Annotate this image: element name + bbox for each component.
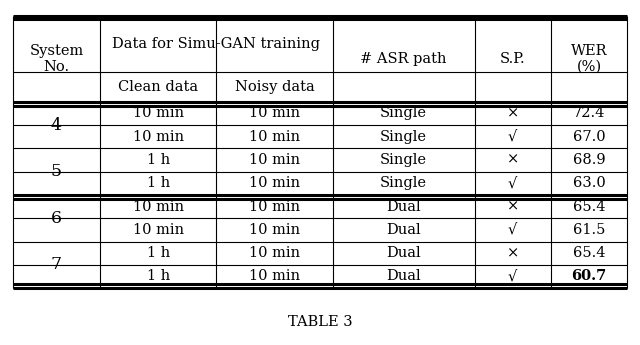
Text: 65.4: 65.4	[573, 246, 605, 260]
Text: 65.4: 65.4	[573, 199, 605, 214]
Text: Single: Single	[380, 176, 427, 190]
Text: 68.9: 68.9	[573, 153, 605, 167]
Text: 10 min: 10 min	[132, 199, 184, 214]
Text: Dual: Dual	[387, 269, 421, 284]
Text: 10 min: 10 min	[249, 199, 300, 214]
Text: TABLE 3: TABLE 3	[288, 315, 352, 329]
Text: 67.0: 67.0	[573, 130, 605, 144]
Text: √: √	[508, 130, 517, 144]
Text: 10 min: 10 min	[132, 106, 184, 120]
Text: # ASR path: # ASR path	[360, 52, 447, 66]
Text: ×: ×	[506, 153, 519, 167]
Text: Data for Simu-GAN training: Data for Simu-GAN training	[113, 37, 321, 51]
Text: System
No.: System No.	[29, 43, 84, 74]
Text: √: √	[508, 223, 517, 237]
Text: 6: 6	[51, 210, 62, 227]
Text: 5: 5	[51, 163, 62, 180]
Text: 10 min: 10 min	[249, 153, 300, 167]
Text: ×: ×	[506, 199, 519, 214]
Text: Dual: Dual	[387, 246, 421, 260]
Text: Dual: Dual	[387, 199, 421, 214]
Text: Dual: Dual	[387, 223, 421, 237]
Text: 10 min: 10 min	[249, 246, 300, 260]
Text: 10 min: 10 min	[249, 130, 300, 144]
Text: S.P.: S.P.	[500, 52, 525, 66]
Text: √: √	[508, 176, 517, 190]
Text: Single: Single	[380, 130, 427, 144]
Text: 4: 4	[51, 117, 62, 134]
Text: 1 h: 1 h	[147, 153, 170, 167]
Text: 10 min: 10 min	[249, 106, 300, 120]
Text: Clean data: Clean data	[118, 80, 198, 94]
Text: 60.7: 60.7	[572, 269, 607, 284]
Text: ×: ×	[506, 106, 519, 120]
Text: 1 h: 1 h	[147, 246, 170, 260]
Text: √: √	[508, 269, 517, 284]
Text: 10 min: 10 min	[132, 223, 184, 237]
Text: 1 h: 1 h	[147, 269, 170, 284]
Text: 10 min: 10 min	[249, 269, 300, 284]
Text: 1 h: 1 h	[147, 176, 170, 190]
Text: 61.5: 61.5	[573, 223, 605, 237]
Text: Noisy data: Noisy data	[235, 80, 314, 94]
Text: 10 min: 10 min	[249, 176, 300, 190]
Text: Single: Single	[380, 153, 427, 167]
Text: 7: 7	[51, 256, 62, 273]
Text: WER
(%): WER (%)	[571, 43, 607, 74]
Text: 63.0: 63.0	[573, 176, 605, 190]
Text: 10 min: 10 min	[132, 130, 184, 144]
Text: ×: ×	[506, 246, 519, 260]
Text: Single: Single	[380, 106, 427, 120]
Text: 10 min: 10 min	[249, 223, 300, 237]
Text: 72.4: 72.4	[573, 106, 605, 120]
